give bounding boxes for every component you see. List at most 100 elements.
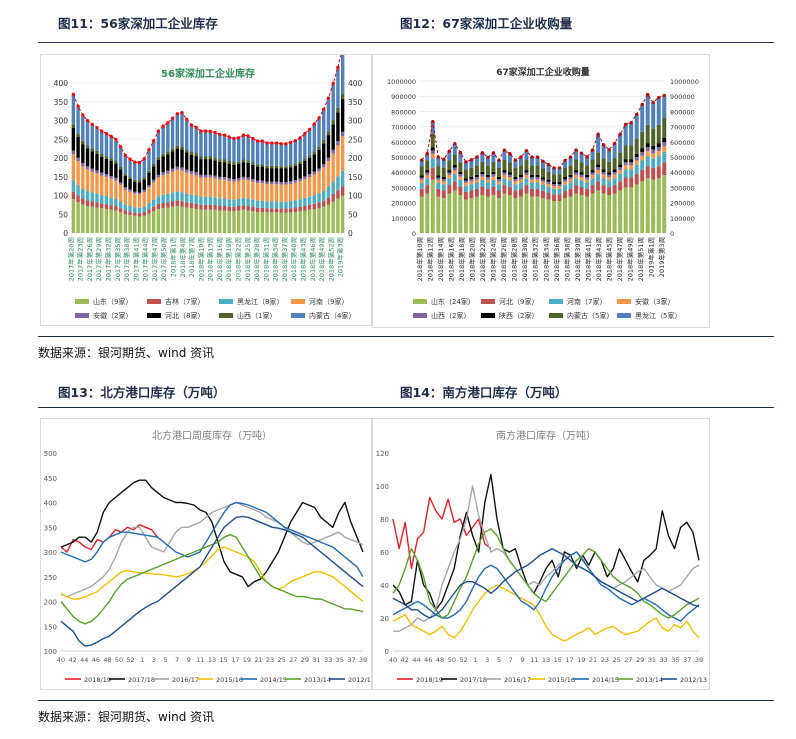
bar-segment <box>166 173 170 194</box>
chart-fig11: 56家深加工企业库存 0 0 50 50 100 100 150 150 200 200 250 250… <box>54 47 363 320</box>
bar-segment <box>156 196 161 205</box>
bar-segment <box>147 170 151 173</box>
x-tick-label: 7 <box>175 656 179 664</box>
bar-segment <box>123 210 128 215</box>
bar-segment <box>81 114 85 141</box>
bar-segment <box>213 204 217 210</box>
bar-segment <box>142 206 146 212</box>
x-tick-label: 17 <box>565 656 573 664</box>
bar-segment <box>298 161 302 164</box>
bar-segment <box>303 210 307 233</box>
total-marker <box>85 118 90 123</box>
y2-tick-label: 0 <box>670 230 674 238</box>
bar-segment <box>175 166 179 170</box>
bar-segment <box>137 162 142 181</box>
y2-tick-label: 350 <box>348 98 363 107</box>
bar-segment <box>629 187 634 233</box>
total-marker <box>326 96 331 100</box>
y-tick-label: 1000000 <box>387 78 416 86</box>
total-marker <box>624 122 628 126</box>
bar-segment <box>656 97 661 125</box>
bar-segment <box>218 159 222 162</box>
bar-segment <box>618 167 623 170</box>
bar-segment <box>656 178 661 233</box>
bar-segment <box>109 136 113 159</box>
bar-segment <box>518 188 523 197</box>
bar-segment <box>541 179 545 182</box>
bar-segment <box>656 156 661 167</box>
bar-segment <box>137 213 142 217</box>
total-marker <box>227 135 231 139</box>
bar-segment <box>213 178 217 198</box>
x-tick-label: 7 <box>509 656 513 664</box>
bar-segment <box>340 136 345 171</box>
x-tick-label: 35 <box>671 656 679 664</box>
bar-segment <box>180 206 184 233</box>
bar-segment <box>662 175 667 233</box>
bar-segment <box>175 169 179 192</box>
bar-segment <box>161 153 165 157</box>
x-tick-label: 31 <box>648 656 656 664</box>
bar-segment <box>100 175 104 196</box>
total-marker <box>662 93 666 97</box>
bar-segment <box>85 206 90 233</box>
bar-segment <box>170 192 175 202</box>
bar-segment <box>502 185 507 194</box>
middle-divider <box>38 407 774 408</box>
bar-segment <box>336 190 340 199</box>
series-line <box>60 479 364 588</box>
x-tick-label: 2018年第43周 <box>594 237 603 281</box>
total-marker <box>237 136 241 140</box>
total-marker <box>552 166 556 170</box>
bar-segment <box>232 164 236 179</box>
bar-segment <box>175 145 179 149</box>
bar-segment <box>640 169 645 182</box>
bar-segment <box>623 169 628 178</box>
bar-segment <box>634 160 639 165</box>
bar-segment <box>95 202 99 208</box>
y2-tick-label: 150 <box>348 173 363 182</box>
bar-segment <box>90 148 94 152</box>
bar-segment <box>180 170 184 193</box>
bar-segment <box>90 206 94 233</box>
bar-segment <box>452 181 457 191</box>
bar-segment <box>524 193 529 233</box>
bar-segment <box>232 206 236 212</box>
bar-segment <box>213 209 217 233</box>
total-marker <box>90 122 94 126</box>
bar-segment <box>425 160 430 171</box>
y-tick-label: 0 <box>412 230 416 238</box>
bar-segment <box>147 185 151 188</box>
x-tick-label: 23 <box>601 656 609 664</box>
bar-segment <box>270 181 274 185</box>
bar-segment <box>485 196 490 233</box>
x-tick-label: 11 <box>530 656 538 664</box>
bar-segment <box>579 177 584 181</box>
bar-segment <box>109 176 113 179</box>
bar-segment <box>284 182 288 185</box>
bar-segment <box>161 203 165 209</box>
bar-segment <box>260 164 265 167</box>
bar-segment <box>645 147 650 152</box>
bar-segment <box>199 156 203 160</box>
bar-segment <box>463 169 468 179</box>
legend-swatch <box>617 299 631 304</box>
x-tick-label: 2018年第43周 <box>298 237 307 281</box>
y-tick-label: 400000 <box>391 169 416 177</box>
total-marker <box>425 151 429 155</box>
bar-segment <box>590 178 595 186</box>
bar-segment <box>552 186 557 189</box>
x-tick-label: 40 <box>389 656 397 664</box>
series-line <box>392 473 700 611</box>
x-tick-label: 2018年第14周 <box>436 237 445 281</box>
bar-segment <box>568 165 573 175</box>
legend-swatch <box>549 299 563 304</box>
bar-segment <box>218 179 222 199</box>
legend-swatch <box>219 313 233 318</box>
total-marker <box>289 140 293 144</box>
bar-segment <box>227 206 231 212</box>
bar-segment <box>213 157 217 161</box>
total-marker <box>519 155 523 159</box>
x-tick-label: 2017年第35周 <box>113 237 122 281</box>
bar-segment <box>133 215 137 233</box>
